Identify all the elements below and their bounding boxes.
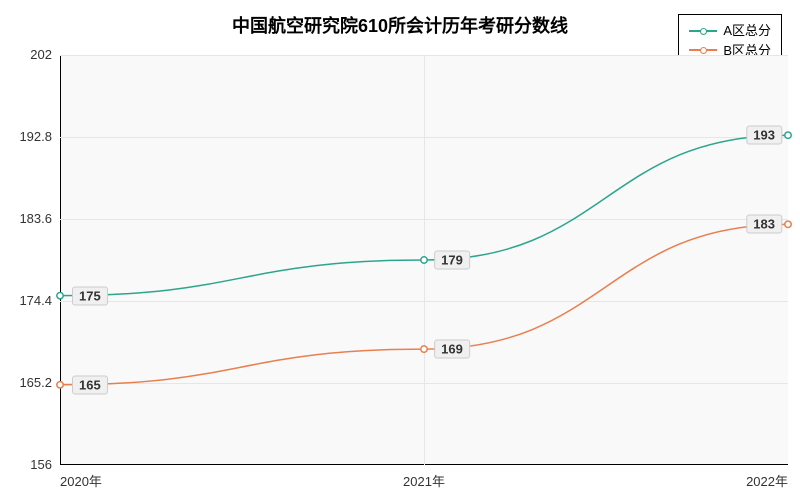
series-line [60,224,788,384]
data-label: 169 [434,340,470,359]
data-point-marker [57,382,63,388]
series-line [60,135,788,295]
data-label: 183 [746,215,782,234]
data-point-marker [785,221,791,227]
data-point-marker [421,346,427,352]
data-label: 193 [746,126,782,145]
data-label: 165 [72,375,108,394]
data-label: 175 [72,286,108,305]
data-point-marker [57,292,63,298]
lines-svg [0,0,800,500]
data-point-marker [785,132,791,138]
data-label: 179 [434,251,470,270]
chart-container: 中国航空研究院610所会计历年考研分数线 A区总分 B区总分 156165.21… [0,0,800,500]
data-point-marker [421,257,427,263]
